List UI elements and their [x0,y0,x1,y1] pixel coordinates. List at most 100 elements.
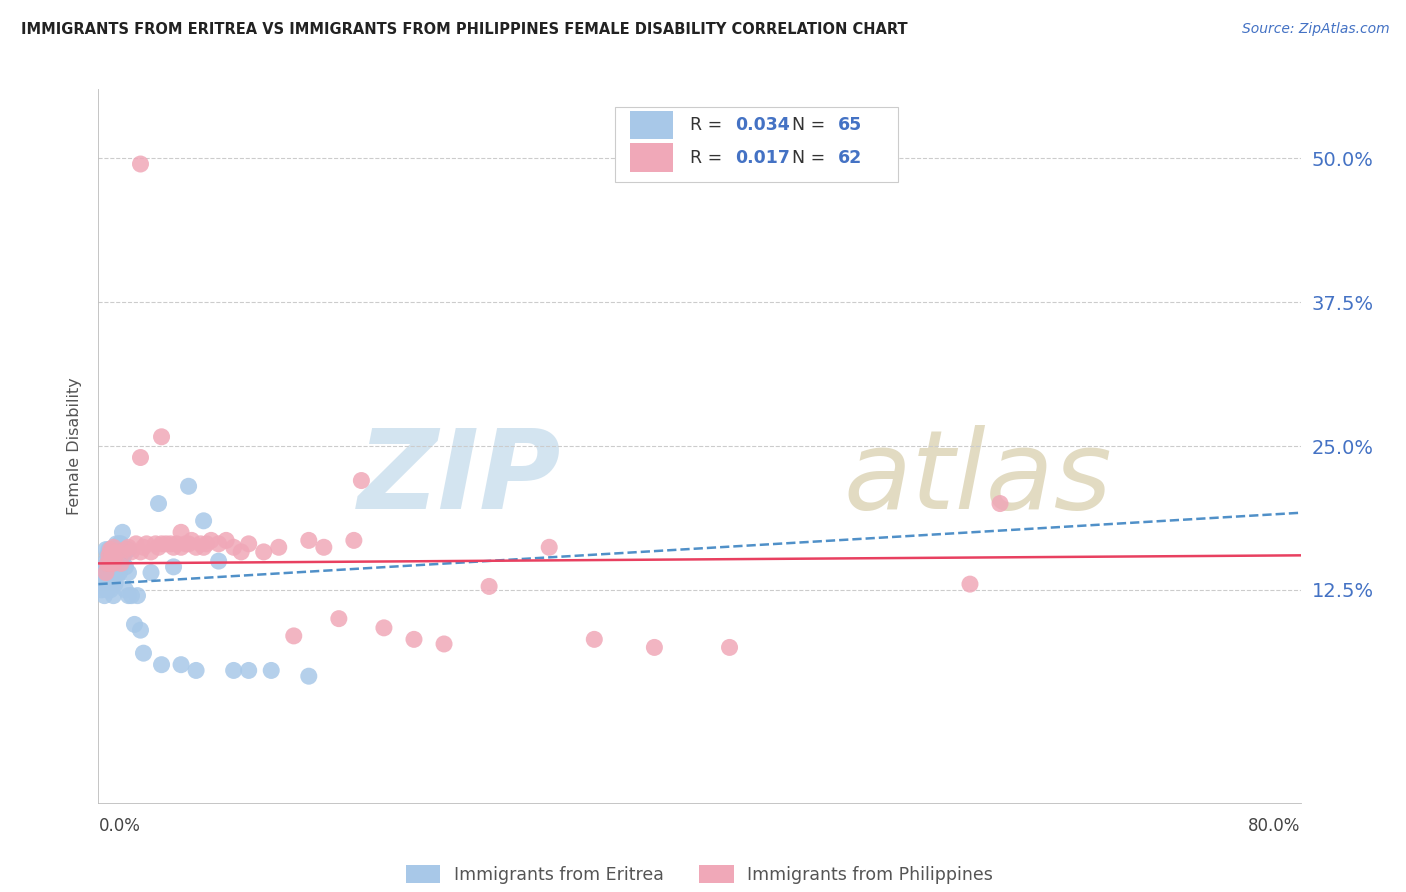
Text: IMMIGRANTS FROM ERITREA VS IMMIGRANTS FROM PHILIPPINES FEMALE DISABILITY CORRELA: IMMIGRANTS FROM ERITREA VS IMMIGRANTS FR… [21,22,908,37]
Point [184,664,207,678]
Point [105,545,128,559]
Legend: Immigrants from Eritrea, Immigrants from Philippines: Immigrants from Eritrea, Immigrants from… [399,858,1000,890]
Point [312,541,335,555]
Point [298,533,321,548]
Point [155,537,177,551]
Point [114,559,136,574]
Point [103,571,125,585]
Point [145,537,167,551]
Point [105,559,128,574]
Point [193,514,215,528]
Point [177,537,200,551]
FancyBboxPatch shape [616,107,898,182]
Point [170,525,193,540]
Point [97,542,120,557]
Point [101,549,124,563]
Text: 0.017: 0.017 [735,149,790,167]
Point [139,545,162,559]
Point [583,632,606,647]
Point [97,577,120,591]
Point [988,497,1011,511]
Point [174,537,197,551]
Point [94,542,117,557]
Point [208,537,231,551]
Point [538,541,561,555]
Point [103,557,125,571]
Point [129,157,152,171]
Point [148,497,170,511]
Point [94,566,117,580]
Point [100,559,122,574]
Point [93,559,115,574]
Point [96,559,118,574]
Point [959,577,981,591]
Point [350,474,373,488]
Point [125,537,148,551]
Point [105,571,128,585]
Point [111,549,134,563]
Point [117,566,139,580]
Point [104,551,127,566]
Point [94,566,117,580]
Point [117,589,139,603]
Point [114,542,136,557]
Point [101,559,124,574]
Point [90,582,112,597]
Point [260,664,283,678]
Point [148,541,170,555]
Point [110,557,132,571]
Point [200,533,222,548]
Text: R =: R = [690,149,723,167]
Point [91,577,114,591]
Point [104,577,127,591]
Point [114,582,136,597]
Point [91,566,114,580]
Point [238,664,260,678]
Point [117,542,139,557]
Point [222,541,245,555]
Point [97,566,120,580]
Point [328,612,350,626]
Point [373,621,395,635]
Point [267,541,290,555]
Point [103,589,125,603]
Text: 0.034: 0.034 [735,116,790,134]
Point [96,557,118,571]
Point [105,537,128,551]
Text: 80.0%: 80.0% [1249,816,1301,835]
Point [101,577,124,591]
Text: N =: N = [792,149,825,167]
Point [162,559,184,574]
Point [343,533,366,548]
Text: atlas: atlas [844,425,1112,532]
Point [100,582,122,597]
Point [195,537,218,551]
Point [127,589,149,603]
Text: 62: 62 [838,149,862,167]
Point [117,541,139,555]
Point [101,542,124,557]
Point [100,557,122,571]
Point [184,541,207,555]
Point [215,533,238,548]
Point [96,571,118,585]
Point [718,640,741,655]
Point [121,589,143,603]
Point [193,541,215,555]
Point [129,450,152,465]
Point [170,657,193,672]
Point [177,479,200,493]
Point [129,623,152,637]
Point [110,537,132,551]
Point [159,537,181,551]
Text: ZIP: ZIP [357,425,561,532]
Point [298,669,321,683]
Point [94,577,117,591]
Point [238,537,260,551]
Point [132,541,155,555]
Point [115,542,138,557]
Text: 0.0%: 0.0% [98,816,141,835]
Point [135,537,157,551]
Point [100,542,122,557]
Text: R =: R = [690,116,723,134]
